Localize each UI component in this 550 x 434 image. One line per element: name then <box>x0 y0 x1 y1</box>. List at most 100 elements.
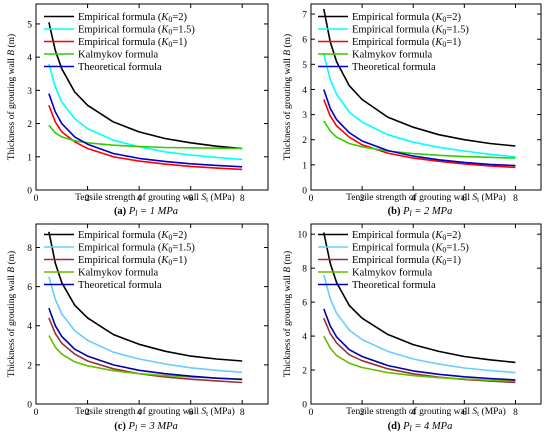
legend-entry: Kalmykov formula <box>352 50 433 61</box>
text-part: =1) <box>446 255 461 266</box>
text-part: =1.5) <box>446 25 469 36</box>
text-part: S <box>472 407 477 417</box>
subscript: 0 <box>168 233 172 242</box>
y-tick-label: 3 <box>27 87 32 97</box>
text-part: Thickness of grouting wall <box>282 56 293 160</box>
x-tick-label: 0 <box>309 408 314 418</box>
text-part: (MPa) <box>479 406 506 417</box>
text-part: =1.5) <box>172 25 195 36</box>
plot-frame <box>310 223 542 405</box>
y-tick-label: 7 <box>302 11 307 21</box>
legend-entry: Empirical formula (K0=2) <box>352 12 462 24</box>
text-part: B <box>7 50 17 56</box>
subscript: t <box>206 410 208 418</box>
text-part: =1) <box>172 255 187 266</box>
text-part: Tensile strength of grouting wall <box>75 192 201 203</box>
legend-entry: Empirical formula (K0=1.5) <box>78 243 195 255</box>
text-part: Theoretical formula <box>78 62 162 73</box>
x-axis-label: Tensile strength of grouting wall St (MP… <box>75 192 235 204</box>
text-part: =2) <box>172 230 187 241</box>
text-part: K <box>434 255 443 266</box>
plot-frame <box>35 223 269 405</box>
text-part: =2) <box>446 230 461 241</box>
text-part: Empirical formula ( <box>78 243 162 254</box>
y-tick-label: 3 <box>302 111 307 121</box>
legend-entry: Kalmykov formula <box>78 50 159 61</box>
series-line-1 <box>323 8 516 147</box>
caption-text: Pl = 4 MPa <box>402 421 452 433</box>
legend-entry: Kalmykov formula <box>78 268 159 279</box>
text-part: Empirical formula ( <box>352 230 436 241</box>
series-line-1 <box>48 231 243 362</box>
y-tick-label: 4 <box>27 322 32 332</box>
subscript: 0 <box>168 15 172 24</box>
text-part: Tensile strength of grouting wall <box>346 406 472 417</box>
y-tick-label: 4 <box>302 333 307 343</box>
subscript: 0 <box>168 40 172 49</box>
caption-tag: (d) <box>388 421 401 432</box>
x-tick-label: 6 <box>188 194 193 204</box>
text-part: K <box>160 255 169 266</box>
series-line-2 <box>48 63 243 161</box>
subscript: t <box>477 410 479 418</box>
text-part: Theoretical formula <box>78 280 162 291</box>
text-part: =1.5) <box>446 243 469 254</box>
subscript: 0 <box>168 258 172 267</box>
text-part: Tensile strength of grouting wall <box>75 406 201 417</box>
subscript: 0 <box>442 15 446 24</box>
subscript: 0 <box>442 28 446 37</box>
series-line-2 <box>323 274 516 374</box>
legend: Empirical formula (K0=2)Empirical formul… <box>44 230 195 291</box>
y-tick-label: 2 <box>302 367 307 377</box>
text-part: Thickness of grouting wall <box>6 56 17 160</box>
text-part: (m) <box>282 34 293 50</box>
series-line-1 <box>48 22 243 150</box>
text-part: K <box>434 25 443 36</box>
text-part: (MPa) <box>208 406 235 417</box>
x-tick-label: 4 <box>411 194 416 204</box>
subscript: 0 <box>442 233 446 242</box>
text-part: =2) <box>172 12 187 23</box>
plot-frame <box>35 3 269 191</box>
text-part: K <box>434 230 443 241</box>
x-tick-label: 8 <box>513 408 518 418</box>
plot-frame <box>310 3 542 191</box>
series-line-4 <box>323 335 516 382</box>
text-part: (MPa) <box>479 192 506 203</box>
text-part: Tensile strength of grouting wall <box>346 192 472 203</box>
text-part: S <box>472 193 477 203</box>
text-part: = 2 MPa <box>412 206 453 217</box>
text-part: K <box>434 37 443 48</box>
text-part: Empirical formula ( <box>78 230 162 241</box>
x-axis-label: Tensile strength of grouting wall St (MP… <box>346 192 506 204</box>
series-line-2 <box>48 276 243 374</box>
text-part: K <box>434 243 443 254</box>
series-line-5 <box>323 308 516 381</box>
text-part: K <box>160 12 169 23</box>
x-tick-label: 2 <box>85 194 90 204</box>
caption-text: Pl = 2 MPa <box>402 206 452 218</box>
x-tick-label: 8 <box>513 194 518 204</box>
text-part: Kalmykov formula <box>352 50 433 61</box>
text-part: B <box>7 267 17 273</box>
legend-entry: Empirical formula (K0=1) <box>78 37 188 49</box>
x-tick-label: 0 <box>34 194 39 204</box>
subscript: 0 <box>442 40 446 49</box>
series-line-1 <box>323 232 516 364</box>
x-tick-label: 4 <box>411 408 416 418</box>
y-tick-label: 0 <box>27 187 32 197</box>
x-tick-label: 4 <box>137 194 142 204</box>
series-line-5 <box>48 307 243 381</box>
subscript: l <box>135 424 138 433</box>
text-part: S <box>201 407 206 417</box>
legend-entry: Theoretical formula <box>78 280 162 291</box>
text-part: Kalmykov formula <box>78 50 159 61</box>
x-tick-label: 2 <box>85 408 90 418</box>
text-part: K <box>434 12 443 23</box>
x-tick-label: 2 <box>360 194 365 204</box>
